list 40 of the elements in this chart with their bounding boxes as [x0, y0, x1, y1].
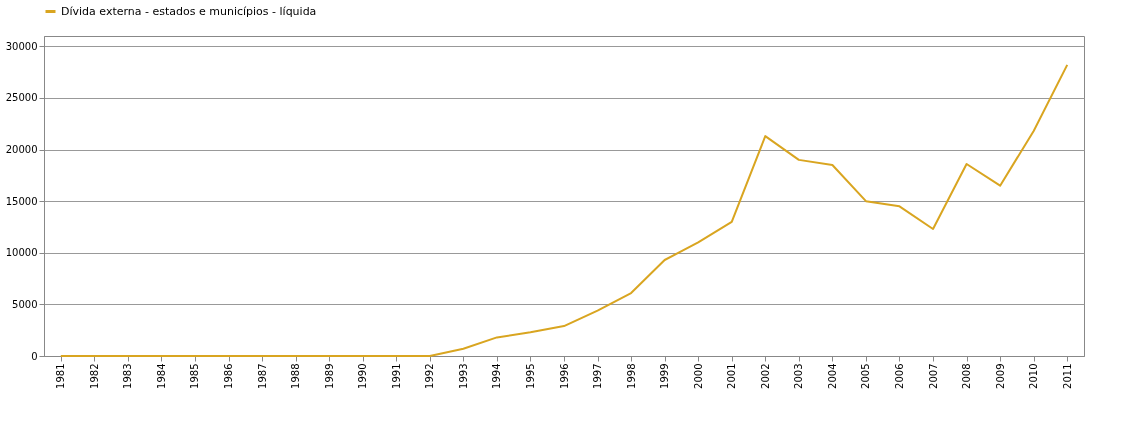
x-tick-label: 2009 [994, 363, 1006, 389]
x-tick-label: 1988 [290, 363, 302, 389]
x-tick-label: 1982 [88, 363, 100, 389]
y-tick-label: 30000 [5, 40, 38, 52]
x-tick-label: 2010 [1028, 363, 1040, 389]
x-tick-label: 1994 [491, 363, 503, 389]
x-tick-label: 2002 [759, 363, 771, 389]
x-tick-label: 1981 [55, 363, 67, 389]
x-tick-label: 1995 [524, 363, 536, 389]
x-tick-label: 2000 [692, 363, 704, 389]
x-tick-label: 1983 [122, 363, 134, 389]
y-tick-label: 10000 [5, 247, 38, 259]
y-tick-label: 0 [31, 350, 38, 362]
x-tick-label: 2006 [893, 363, 905, 389]
x-tick-label: 1984 [155, 363, 167, 389]
x-tick-label: 2008 [961, 363, 973, 389]
x-tick-label: 1990 [357, 363, 369, 389]
x-tick-label: 1987 [256, 363, 268, 389]
y-tick-label: 5000 [12, 298, 38, 310]
x-tick-label: 2003 [793, 363, 805, 389]
x-tick-label: 2004 [826, 363, 838, 389]
x-tick-label: 1998 [625, 363, 637, 389]
x-tick-label: 1985 [189, 363, 201, 389]
x-tick-label: 2001 [726, 363, 738, 389]
x-tick-label: 1989 [323, 363, 335, 389]
x-tick-label: 1991 [390, 363, 402, 389]
x-tick-label: 1997 [592, 363, 604, 389]
y-tick-label: 20000 [5, 144, 38, 156]
x-tick-label: 1996 [558, 363, 570, 389]
x-tick-label: 2005 [860, 363, 872, 389]
line-series [59, 63, 1069, 357]
x-tick-label: 1992 [424, 363, 436, 389]
x-tick-label: 1999 [659, 363, 671, 389]
x-tick-label: 1986 [223, 363, 235, 389]
y-tick-label: 25000 [5, 92, 38, 104]
x-tick-label: 2007 [927, 363, 939, 389]
legend-label: Dívida externa - estados e municípios - líquida [61, 4, 317, 18]
x-tick-label: 2011 [1061, 363, 1073, 389]
y-tick-label: 15000 [5, 195, 38, 207]
x-tick-label: 1993 [457, 363, 469, 389]
